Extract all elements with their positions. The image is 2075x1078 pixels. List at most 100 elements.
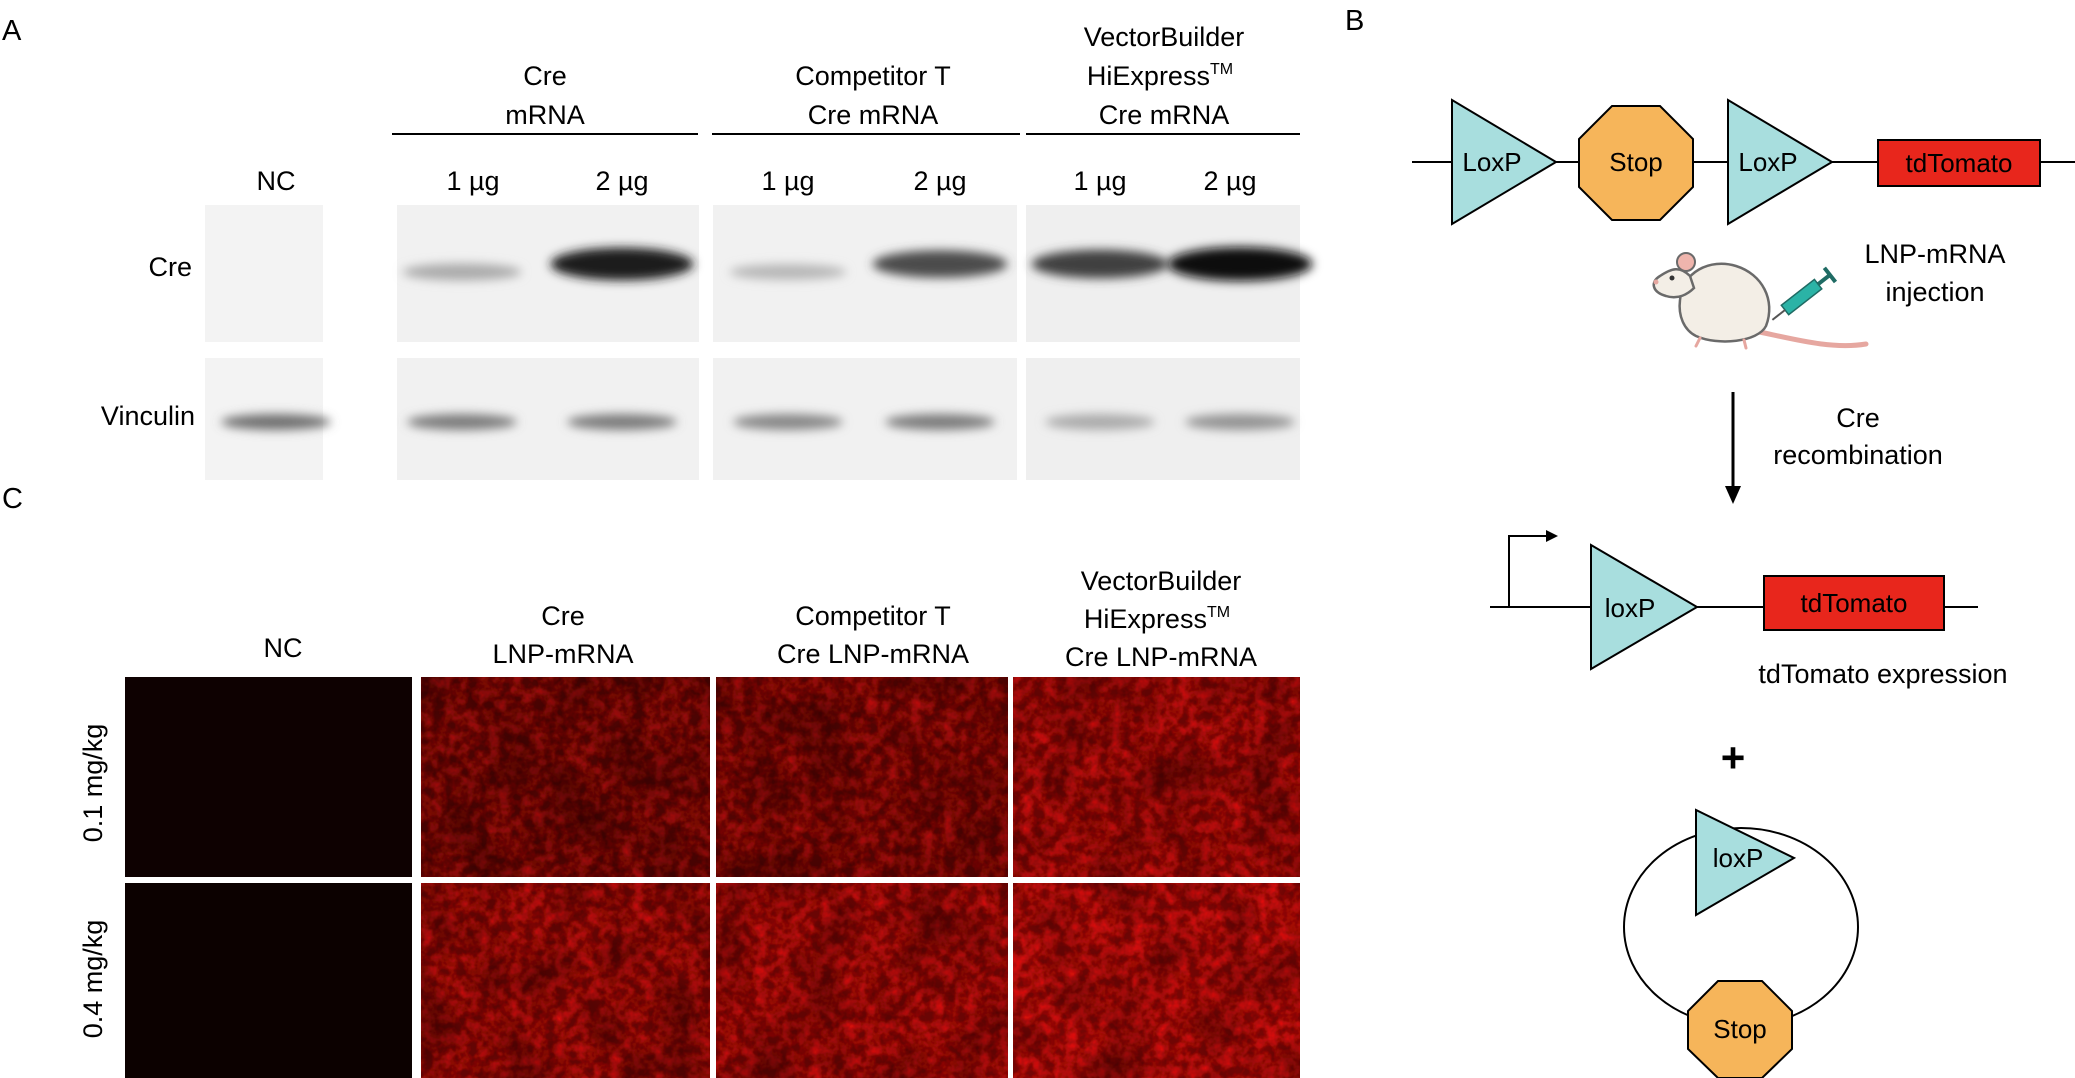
lane-label-cre-2ug: 2 µg xyxy=(595,166,648,196)
lane-label-nc: NC xyxy=(257,166,296,196)
vinculin-band xyxy=(733,414,843,430)
row-label-vinculin: Vinculin xyxy=(101,401,195,431)
arrow-head xyxy=(1725,486,1741,504)
promoter-arrow xyxy=(1508,535,1546,607)
loxp-2-label: LoxP xyxy=(1738,147,1797,177)
recombination-arrow xyxy=(1725,392,1741,504)
microscopy-shading xyxy=(1013,677,1300,877)
row-label-cre: Cre xyxy=(148,252,192,282)
microscopy-images xyxy=(125,677,1300,1078)
lane-label-vb-1ug: 1 µg xyxy=(1073,166,1126,196)
expression-label: tdTomato expression xyxy=(1758,659,2007,689)
group-competitor-line-2: Cre mRNA xyxy=(808,100,939,130)
lane-label-cre-1ug: 1 µg xyxy=(446,166,499,196)
panel-a-letter: A xyxy=(2,15,22,47)
column-cre-line-1: Cre xyxy=(541,601,585,631)
panel-c: C NC Cre LNP-mRNA Competitor T Cre LNP-m… xyxy=(2,483,1300,1078)
vinculin-bands xyxy=(221,414,1295,430)
microscopy-shading xyxy=(716,883,1008,1078)
loxp-4-label: loxP xyxy=(1713,843,1764,873)
row-label-0-4-mgkg: 0.4 mg/kg xyxy=(78,920,108,1039)
column-cre-line-2: LNP-mRNA xyxy=(492,639,633,669)
tdtomato-1-box xyxy=(1877,139,2041,187)
cre-band xyxy=(402,263,522,281)
mouse-body xyxy=(1678,262,1771,343)
syringe-handle xyxy=(1822,266,1838,284)
column-vb-hiexpress: HiExpress xyxy=(1084,604,1207,634)
panel-b: B LoxP Stop LoxP tdTomato xyxy=(1345,5,2075,1078)
cre-band xyxy=(1031,249,1169,279)
loxp-3-label: loxP xyxy=(1605,593,1656,623)
blot-cre-nc xyxy=(205,205,323,342)
injection-line-2: injection xyxy=(1885,277,1984,307)
vinculin-band xyxy=(1045,414,1155,430)
group-vb-line-2: HiExpressTM xyxy=(1087,61,1233,91)
mouse-ear xyxy=(1676,252,1696,272)
lane-label-vb-2ug: 2 µg xyxy=(1203,166,1256,196)
panel-b-letter: B xyxy=(1345,5,1364,37)
lane-label-comp-1ug: 1 µg xyxy=(761,166,814,196)
recombination-line-2: recombination xyxy=(1773,440,1943,470)
syringe-icon xyxy=(1771,266,1838,321)
recombination-line-1: Cre xyxy=(1836,403,1880,433)
microscopy-image xyxy=(125,883,412,1078)
microscopy-shading xyxy=(421,883,710,1078)
mouse-icon xyxy=(1652,252,1869,350)
lane-labels: NC 1 µg 2 µg 1 µg 2 µg 1 µg 2 µg xyxy=(257,166,1257,196)
mouse-eye xyxy=(1669,275,1675,281)
group-vb-line-1: VectorBuilder xyxy=(1084,22,1245,52)
construct-floxed-stop: LoxP Stop LoxP tdTomato xyxy=(1412,98,2075,226)
column-vb-trademark: TM xyxy=(1207,604,1230,621)
blot-backgrounds xyxy=(205,205,1300,480)
mouse-head xyxy=(1652,268,1696,299)
column-nc: NC xyxy=(264,633,303,663)
syringe-needle xyxy=(1771,309,1786,321)
row-label-0-1-mgkg: 0.1 mg/kg xyxy=(78,724,108,843)
tdtomato-2-label: tdTomato xyxy=(1801,588,1908,618)
vinculin-band xyxy=(1185,414,1295,430)
vinculin-band xyxy=(885,414,995,430)
loxp-4-triangle xyxy=(1695,808,1797,917)
syringe-barrel xyxy=(1780,278,1823,316)
construct-recombined: loxP tdTomato xyxy=(1490,530,1978,671)
column-competitor-line-1: Competitor T xyxy=(795,601,951,631)
group-cre-line-2: mRNA xyxy=(505,100,585,130)
microscopy-shading xyxy=(1013,883,1300,1078)
stop-1-label: Stop xyxy=(1609,147,1663,177)
stop-2-label: Stop xyxy=(1713,1014,1767,1044)
mouse-nose xyxy=(1653,279,1659,285)
group-vb-line-3: Cre mRNA xyxy=(1099,100,1230,130)
loxp-2-triangle xyxy=(1727,98,1834,226)
stop-2-octagon xyxy=(1687,980,1793,1078)
group-vb-hiexpress: HiExpress xyxy=(1087,61,1210,91)
loxp-1-label: LoxP xyxy=(1462,147,1521,177)
cre-bands xyxy=(402,247,1313,281)
tdtomato-2-box xyxy=(1763,575,1945,631)
mouse-feet xyxy=(1694,336,1748,350)
loxp-1-triangle xyxy=(1451,98,1558,226)
vinculin-band xyxy=(407,414,517,430)
column-vb-line-1: VectorBuilder xyxy=(1081,566,1242,596)
panel-c-letter: C xyxy=(2,483,23,515)
vinculin-band xyxy=(567,414,677,430)
group-vb-trademark: TM xyxy=(1210,61,1233,78)
group-header-cre: Cre mRNA xyxy=(392,61,698,135)
plus-sign: + xyxy=(1721,734,1746,781)
column-vb-line-2: HiExpressTM xyxy=(1084,604,1230,634)
column-vb-line-3: Cre LNP-mRNA xyxy=(1065,642,1257,672)
group-cre-line-1: Cre xyxy=(523,61,567,91)
microscopy-shading xyxy=(421,677,710,877)
injection-line-1: LNP-mRNA xyxy=(1864,239,2005,269)
stop-1-octagon xyxy=(1578,105,1694,221)
microscopy-shading xyxy=(716,677,1008,877)
microscopy-image xyxy=(125,677,412,877)
column-competitor-line-2: Cre LNP-mRNA xyxy=(777,639,969,669)
syringe-plunger xyxy=(1816,273,1831,286)
loxp-3-triangle xyxy=(1590,543,1699,671)
group-header-competitor: Competitor T Cre mRNA xyxy=(712,61,1020,135)
group-competitor-line-1: Competitor T xyxy=(795,61,951,91)
cre-band xyxy=(550,247,694,281)
cre-band xyxy=(729,264,847,280)
panel-a: A Cre mRNA Competitor T Cre mRNA VectorB… xyxy=(2,15,1313,480)
